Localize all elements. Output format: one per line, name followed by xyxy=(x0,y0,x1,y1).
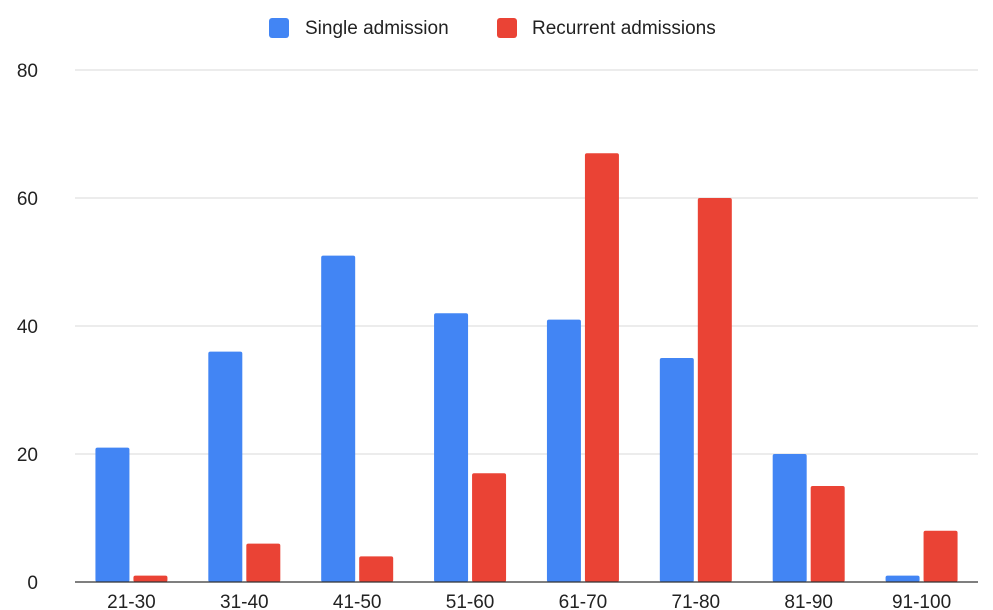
bar-single-admission-21-30 xyxy=(95,447,130,582)
bar-single-admission-51-60 xyxy=(434,313,469,582)
x-tick-label: 81-90 xyxy=(784,592,833,610)
bar-single-admission-61-70 xyxy=(546,319,581,582)
legend-label-recurrent-admissions: Recurrent admissions xyxy=(532,18,716,39)
x-tick-label: 31-40 xyxy=(220,592,269,610)
bars xyxy=(95,153,958,582)
bar-recurrent-admissions-21-30 xyxy=(133,575,168,582)
bar-single-admission-31-40 xyxy=(208,351,243,582)
legend: Single admission Recurrent admissions xyxy=(269,18,716,39)
x-axis: 21-30 31-40 41-50 51-60 61-70 71-80 81-90 91-10… xyxy=(75,581,978,610)
y-tick-label: 60 xyxy=(17,189,38,210)
gridlines xyxy=(75,69,978,455)
bar-recurrent-admissions-41-50 xyxy=(359,556,394,582)
bar-single-admission-91-100 xyxy=(885,575,920,582)
legend-swatch-single-admission xyxy=(269,18,289,38)
x-tick-label: 71-80 xyxy=(672,592,721,610)
y-tick-label: 0 xyxy=(27,573,38,594)
bar-recurrent-admissions-81-90 xyxy=(810,486,845,582)
y-tick-label: 80 xyxy=(17,61,38,82)
bar-recurrent-admissions-71-80 xyxy=(697,198,732,582)
bar-recurrent-admissions-61-70 xyxy=(584,153,619,582)
bar-single-admission-71-80 xyxy=(659,358,694,582)
x-tick-label: 21-30 xyxy=(107,592,156,610)
bar-single-admission-81-90 xyxy=(772,454,807,582)
legend-label-single-admission: Single admission xyxy=(305,18,449,39)
x-tick-label: 91-100 xyxy=(892,592,951,610)
bar-recurrent-admissions-51-60 xyxy=(472,473,507,582)
bar-single-admission-41-50 xyxy=(321,255,356,582)
y-axis: 0 20 40 60 80 xyxy=(17,61,38,594)
y-tick-label: 20 xyxy=(17,445,38,466)
x-tick-label: 61-70 xyxy=(559,592,608,610)
bar-recurrent-admissions-91-100 xyxy=(923,530,958,582)
legend-swatch-recurrent-admissions xyxy=(497,18,517,38)
y-tick-label: 40 xyxy=(17,317,38,338)
x-tick-label: 41-50 xyxy=(333,592,382,610)
x-tick-label: 51-60 xyxy=(446,592,495,610)
bar-recurrent-admissions-31-40 xyxy=(246,543,281,582)
